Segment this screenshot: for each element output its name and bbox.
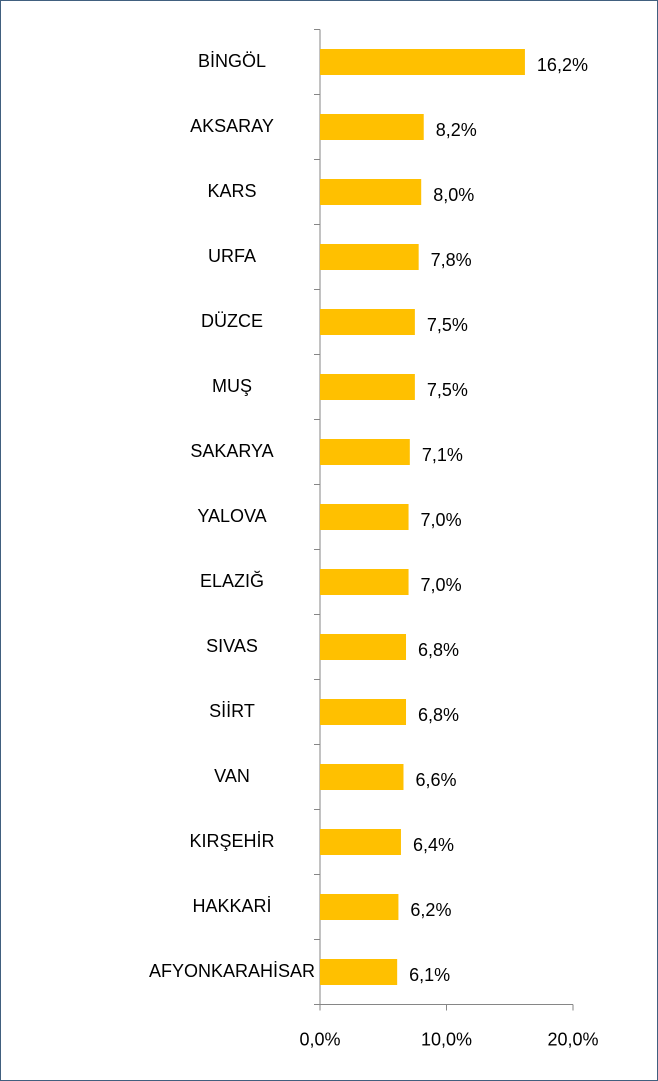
value-label: 6,8%: [418, 705, 459, 725]
bar: [320, 374, 415, 400]
x-tick-label: 20,0%: [547, 1029, 598, 1049]
y-tick-label: HAKKARİ: [192, 896, 271, 916]
value-label: 7,5%: [427, 315, 468, 335]
bar: [320, 764, 404, 790]
y-tick-label: ELAZIĞ: [200, 570, 264, 591]
bar: [320, 114, 424, 140]
bar: [320, 634, 407, 660]
y-tick-label: VAN: [214, 766, 250, 786]
bar: [320, 244, 419, 270]
x-tick-label: 10,0%: [421, 1029, 472, 1049]
value-label: 6,2%: [410, 900, 451, 920]
value-label: 16,2%: [537, 55, 588, 75]
bar: [320, 959, 398, 985]
value-label: 6,1%: [409, 965, 450, 985]
y-tick-label: SIVAS: [206, 636, 258, 656]
bar: [320, 829, 401, 855]
y-tick-label: SAKARYA: [190, 441, 273, 461]
value-label: 8,0%: [433, 185, 474, 205]
y-tick-label: MUŞ: [212, 376, 252, 396]
value-label: 7,8%: [431, 250, 472, 270]
bar: [320, 309, 415, 335]
y-tick-label: AFYONKARAHİSAR: [149, 961, 315, 981]
bar: [320, 699, 407, 725]
y-tick-label: AKSARAY: [190, 116, 274, 136]
bar: [320, 569, 409, 595]
bar: [320, 49, 525, 75]
y-tick-label: BİNGÖL: [198, 51, 266, 71]
value-label: 8,2%: [436, 120, 477, 140]
y-tick-label: DÜZCE: [201, 311, 263, 331]
bar: [320, 894, 399, 920]
y-tick-label: URFA: [208, 246, 256, 266]
value-label: 6,6%: [415, 770, 456, 790]
y-tick-label: KARS: [207, 181, 256, 201]
y-tick-label: YALOVA: [197, 506, 266, 526]
bar: [320, 504, 409, 530]
value-label: 6,4%: [413, 835, 454, 855]
y-tick-label: SİİRT: [209, 701, 255, 721]
bar: [320, 439, 410, 465]
value-label: 7,1%: [422, 445, 463, 465]
value-label: 6,8%: [418, 640, 459, 660]
value-label: 7,0%: [421, 575, 462, 595]
y-tick-label: KIRŞEHİR: [189, 831, 274, 851]
value-label: 7,5%: [427, 380, 468, 400]
value-label: 7,0%: [421, 510, 462, 530]
x-tick-label: 0,0%: [299, 1029, 340, 1049]
bar: [320, 179, 422, 205]
